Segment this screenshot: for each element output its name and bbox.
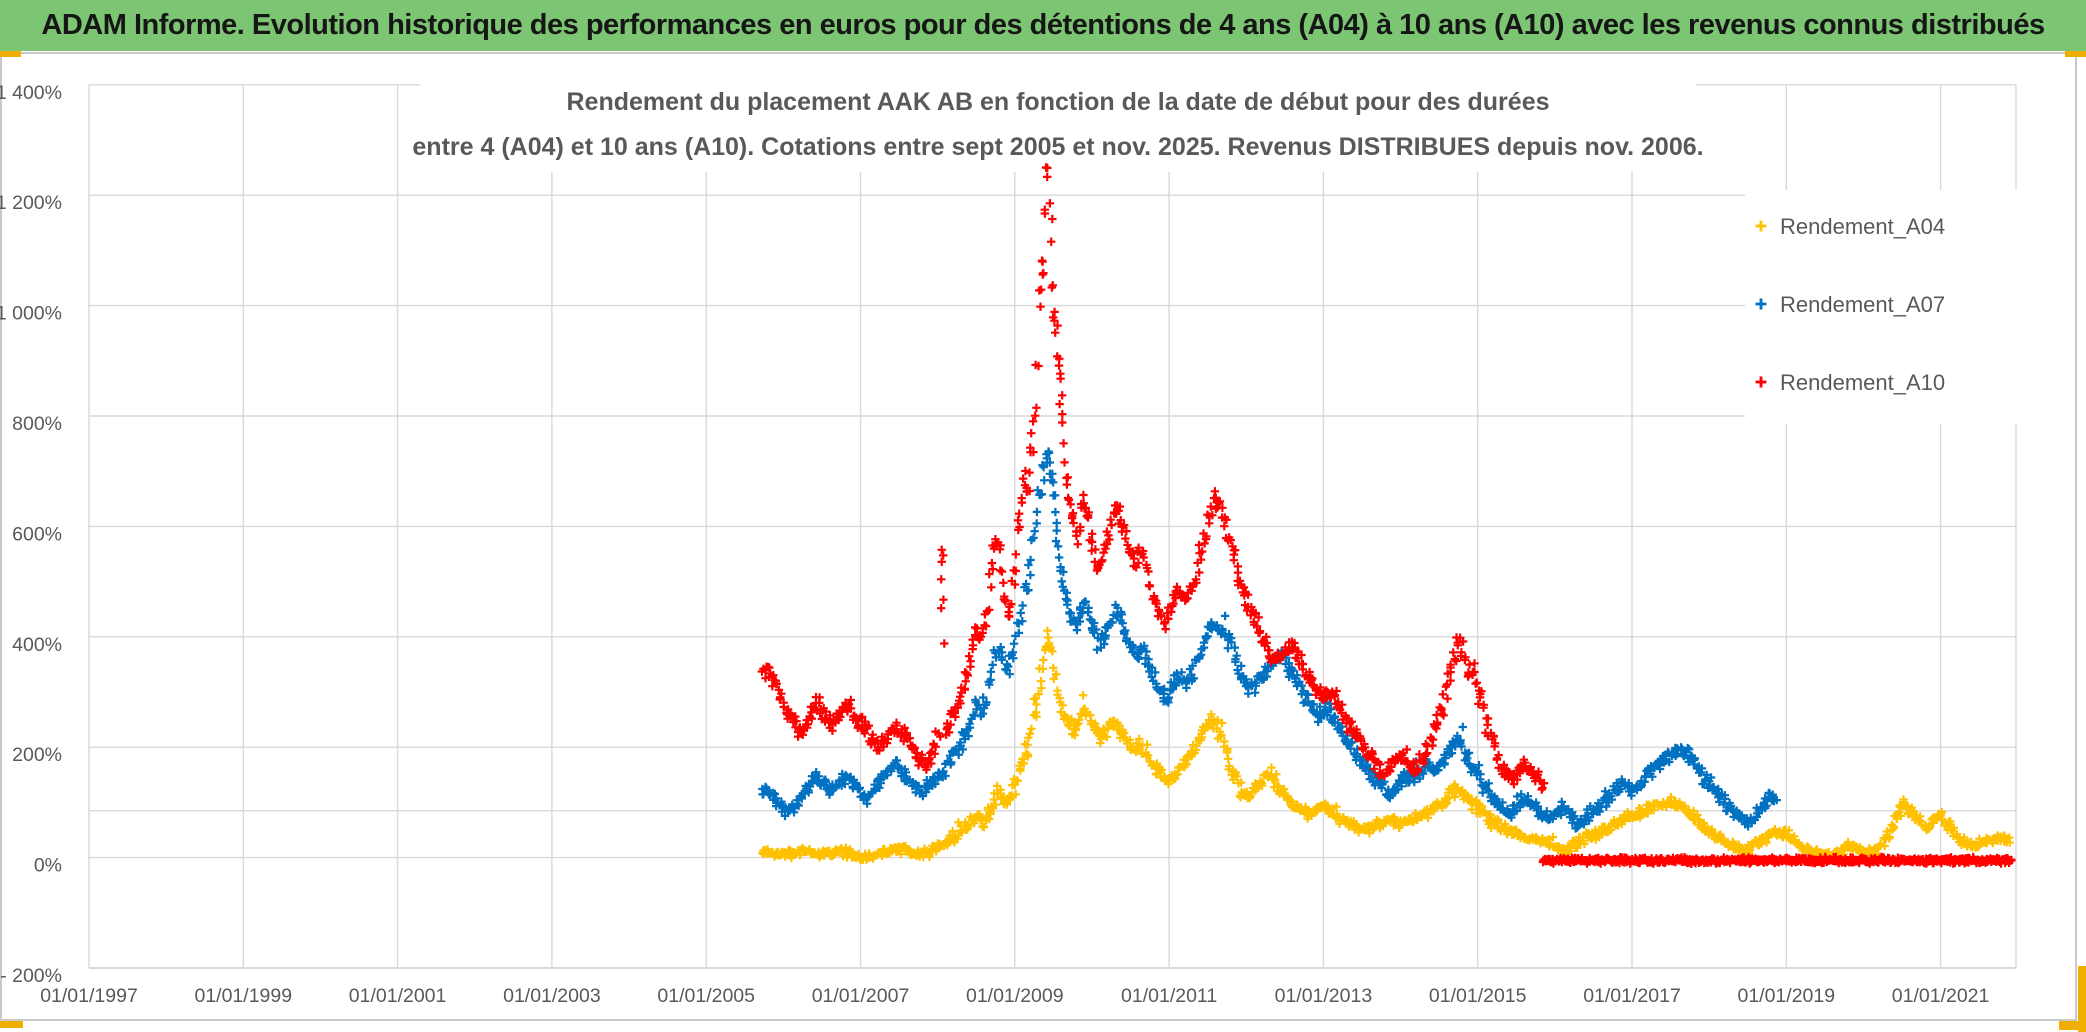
right-border (2075, 54, 2077, 1020)
chart-title-line: entre 4 (A04) et 10 ans (A10). Cotations… (412, 133, 1703, 161)
y-axis-tick-label: 0% (34, 855, 62, 877)
chart-title: Rendement du placement AAK AB en fonctio… (412, 56, 1704, 172)
y-axis-tick-label: 200% (12, 744, 62, 766)
legend-label: Rendement_A07 (1780, 292, 1945, 317)
y-axis-tick-label: 800% (12, 413, 62, 435)
x-axis-tick-label: 01/01/2007 (812, 985, 910, 1007)
header-title: ADAM Informe. Evolution historique des p… (41, 9, 2045, 41)
x-axis-tick-label: 01/01/2003 (503, 985, 601, 1007)
title-background (420, 56, 1696, 172)
x-axis-tick-label: 01/01/2011 (1121, 985, 1217, 1007)
gold-accent-bottom-right-h (2059, 1021, 2086, 1030)
gold-accent-top-left (0, 51, 21, 57)
left-border (0, 54, 2, 1020)
axis-labels: 1 400% 1 200% 1 000% 800% 600% 400% 200% 0% - 20… (0, 82, 1989, 1007)
chart-title-line: Rendement du placement AAK AB en fonctio… (567, 88, 1550, 116)
x-axis-tick-label: 01/01/2019 (1737, 985, 1835, 1007)
x-axis-tick-label: 01/01/2013 (1275, 985, 1373, 1007)
bottom-border (0, 1019, 2077, 1021)
top-divider (0, 52, 2086, 54)
y-axis-tick-label: 1 000% (0, 303, 62, 325)
legend-label: Rendement_A10 (1780, 370, 1945, 395)
legend-item-rendement_a04: Rendement_A04 (1755, 214, 1945, 239)
x-axis-tick-label: 01/01/2009 (966, 985, 1064, 1007)
x-axis-tick-label: 01/01/2017 (1583, 985, 1681, 1007)
gold-accent-bottom-left (0, 1021, 23, 1028)
x-axis-tick-label: 01/01/2021 (1892, 985, 1990, 1007)
series-rendement_a04 (758, 626, 2014, 865)
y-axis-tick-label: 600% (12, 523, 62, 545)
header-bar: ADAM Informe. Evolution historique des p… (0, 0, 2086, 51)
x-axis-tick-label: 01/01/2005 (657, 985, 755, 1007)
legend: Rendement_A04 Rendement_A07 Rendement_A10 (1745, 190, 2037, 424)
y-axis-tick-label: 1 200% (0, 192, 62, 214)
legend-background (1745, 190, 2037, 424)
gold-accent-right-bar (2078, 966, 2086, 1032)
x-axis-tick-label: 01/01/2015 (1429, 985, 1527, 1007)
y-axis-tick-label: 1 400% (0, 82, 62, 104)
legend-item-rendement_a10: Rendement_A10 (1755, 370, 1945, 395)
legend-label: Rendement_A04 (1780, 214, 1945, 239)
x-axis-tick-label: 01/01/2001 (349, 985, 447, 1007)
x-axis-tick-label: 01/01/1997 (40, 985, 138, 1007)
gold-accent-top-right (2065, 51, 2086, 57)
y-axis-tick-label: 400% (12, 634, 62, 656)
y-axis-tick-label: - 200% (0, 965, 62, 987)
x-axis-tick-label: 01/01/1999 (194, 985, 292, 1007)
legend-item-rendement_a07: Rendement_A07 (1755, 292, 1945, 317)
